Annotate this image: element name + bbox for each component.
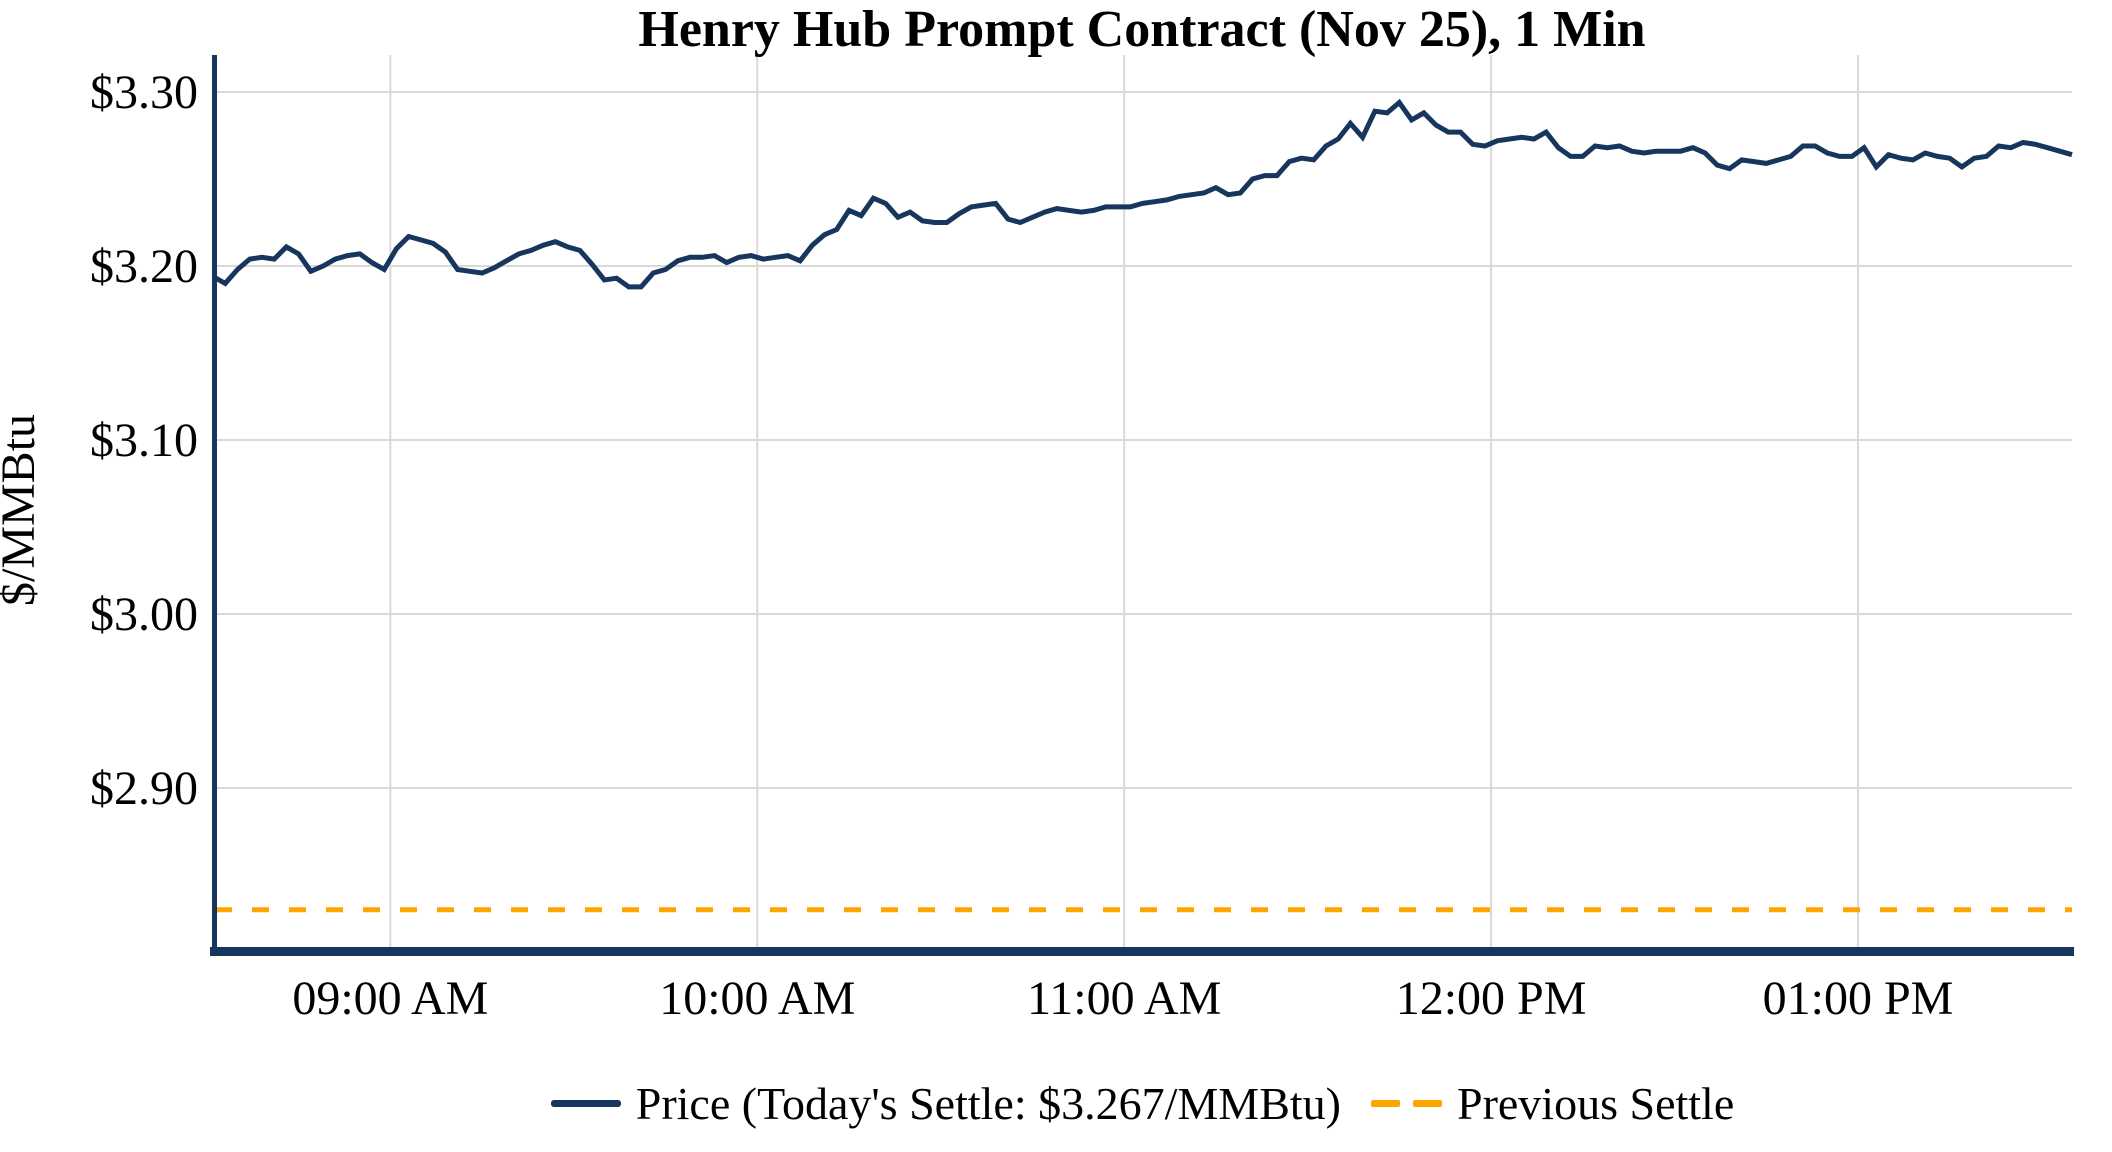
dash-segment: [1412, 1099, 1442, 1107]
legend-label-price: Price (Today's Settle: $3.267/MMBtu): [635, 1077, 1341, 1129]
chart-title: Henry Hub Prompt Contract (Nov 25), 1 Mi…: [638, 1, 1645, 58]
y-tick-label: $3.10: [90, 414, 198, 467]
previous-settle-swatch: [1370, 1099, 1442, 1107]
x-tick-label: 09:00 AM: [292, 972, 488, 1025]
legend-item-price: Price (Today's Settle: $3.267/MMBtu): [550, 1077, 1341, 1130]
y-tick-label: $3.20: [90, 240, 198, 293]
legend-label-prev-settle: Previous Settle: [1456, 1077, 1735, 1129]
legend-item-prev-settle: Previous Settle: [1370, 1077, 1735, 1130]
x-tick-label: 10:00 AM: [659, 972, 855, 1025]
x-tick-label: 12:00 PM: [1396, 972, 1587, 1025]
x-tick-label: 01:00 PM: [1763, 972, 1954, 1025]
y-tick-label: $3.00: [90, 588, 198, 641]
y-axis-label: $/MMBtu: [0, 414, 45, 606]
x-tick-label: 11:00 AM: [1027, 972, 1221, 1025]
tick-labels: $3.30 $3.20 $3.10 $3.00 $2.90 09:00 AM 10:00 A…: [90, 66, 1953, 1025]
y-tick-label: $2.90: [90, 762, 198, 815]
legend: Price (Today's Settle: $3.267/MMBtu) Pre…: [213, 1068, 2072, 1138]
gridlines: [213, 55, 2072, 952]
y-tick-label: $3.30: [90, 66, 198, 119]
price-line: [211, 98, 2073, 290]
price-line-swatch: [550, 1099, 621, 1107]
dash-segment: [1370, 1099, 1400, 1107]
